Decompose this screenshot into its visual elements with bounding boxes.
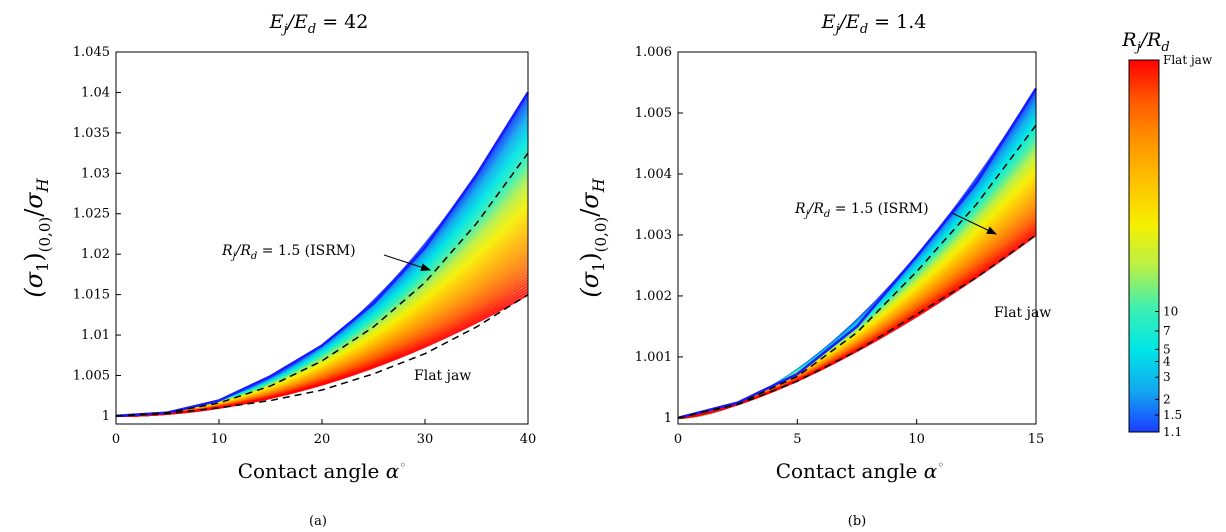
panel-b-isrm-arrow (951, 212, 997, 235)
panel-b-isrm-label: Rj/Rd = 1.5 (ISRM) (794, 201, 929, 220)
panel-b-y-tick-label: 1.006 (635, 45, 672, 60)
colorbar-ticks: Flat jaw 10 7 543 2 1.5 1.1 (1155, 53, 1213, 439)
panel-a-y-tick-label: 1.015 (73, 288, 110, 303)
panel-a-x-tick-label: 40 (520, 432, 537, 447)
panel-a-isrm-dashed-curve (115, 152, 529, 417)
panel-a-isrm-annotation: Rj/Rd = 1.5 (ISRM) (221, 243, 431, 272)
panel-a-x-label: Contact angle α◦ (238, 458, 407, 483)
panel-a-y-tick-label: 1.02 (81, 247, 110, 262)
colorbar-gradient (1128, 59, 1160, 433)
colorbar-title: Rj/Rd (1121, 29, 1169, 55)
colorbar-tick-label: 4 (1163, 355, 1171, 369)
panel-a-y-label: (σ1)(0,0)/σH (20, 177, 54, 297)
panel-b-title: Ej/Ed = 1.4 (821, 11, 927, 37)
panel-a-flat-jaw-dashed-curve (115, 293, 529, 417)
panel-a-x-tick-label: 10 (211, 432, 228, 447)
panel-b-y-tick-label: 1.005 (635, 106, 672, 121)
panel-a-upper-curve (115, 91, 530, 418)
panel-a-x-tick-label: 0 (112, 432, 120, 447)
panel-a-y-ticks: 1 1.005 1.01 1.015 1.02 1.025 1.03 1.035 1.04 1.0… (73, 45, 121, 424)
panel-a-flat-jaw-label: Flat jaw (414, 368, 471, 384)
panel-a-isrm-arrow (383, 254, 431, 272)
panel-b-flat-jaw-dashed-curve (677, 234, 1037, 419)
panel-a-y-tick-label: 1.005 (73, 368, 110, 383)
panel-a-y-tick-label: 1.045 (73, 45, 110, 60)
panel-a-series (115, 91, 530, 418)
panel-b-band (677, 88, 1037, 419)
panel-a: Ej/Ed = 42 0 10 20 30 40 1 1.005 1.01 1.015 1.02… (20, 11, 536, 529)
colorbar-tick-label: Flat jaw (1163, 53, 1213, 67)
panel-b-x-ticks: 0 5 10 15 (674, 419, 1044, 447)
panel-a-y-tick-label: 1.04 (81, 85, 110, 100)
panel-a-x-ticks: 0 10 20 30 40 (112, 419, 536, 447)
panel-b-x-tick-label: 15 (1028, 432, 1045, 447)
colorbar-tick-label: 10 (1163, 304, 1178, 318)
panel-a-x-tick-label: 30 (417, 432, 434, 447)
panel-b-x-tick-label: 0 (674, 432, 682, 447)
panel-a-y-tick-label: 1.03 (81, 166, 110, 181)
panel-b-x-tick-label: 10 (908, 432, 925, 447)
panel-b: Ej/Ed = 1.4 0 5 10 15 1 1.001 1.002 1.003 1.004… (576, 11, 1051, 529)
panel-b-y-tick-label: 1.002 (635, 289, 672, 304)
colorbar-tick-label: 5 (1163, 342, 1171, 356)
panel-a-isrm-label: Rj/Rd = 1.5 (ISRM) (221, 243, 356, 262)
panel-b-y-label: (σ1)(0,0)/σH (576, 177, 610, 297)
panel-a-x-tick-label: 20 (314, 432, 331, 447)
panel-a-y-tick-label: 1.025 (73, 207, 110, 222)
panel-b-axes-box (677, 51, 1037, 425)
panel-b-upper-curve (677, 87, 1038, 420)
colorbar-tick-label: 3 (1163, 370, 1171, 384)
panel-b-x-tick-label: 5 (793, 432, 801, 447)
panel-a-y-tick-label: 1 (102, 409, 110, 424)
colorbar: Rj/Rd Flat jaw 10 7 543 2 1.5 1.1 (1121, 29, 1213, 439)
colorbar-tick-label: 1.5 (1163, 408, 1182, 422)
panel-b-flat-jaw-label: Flat jaw (994, 305, 1051, 321)
panel-b-caption: (b) (848, 514, 866, 529)
panel-b-y-tick-label: 1 (664, 411, 672, 426)
panel-a-y-tick-label: 1.035 (73, 126, 110, 141)
panel-a-band-curve (115, 293, 529, 418)
colorbar-tick-label: 7 (1163, 324, 1171, 338)
panel-b-y-tick-label: 1.001 (635, 350, 672, 365)
panel-b-y-tick-label: 1.004 (635, 167, 672, 182)
panel-b-y-tick-label: 1.003 (635, 228, 672, 243)
panel-b-series (677, 87, 1038, 420)
colorbar-tick-label: 2 (1163, 392, 1171, 406)
panel-b-x-label: Contact angle α◦ (776, 458, 945, 483)
panel-b-y-ticks: 1 1.001 1.002 1.003 1.004 1.005 1.006 (635, 45, 683, 426)
panel-a-y-tick-label: 1.01 (81, 328, 110, 343)
panel-a-title: Ej/Ed = 42 (269, 11, 369, 37)
panel-a-caption: (a) (309, 514, 327, 529)
colorbar-tick-label: 1.1 (1163, 425, 1182, 439)
